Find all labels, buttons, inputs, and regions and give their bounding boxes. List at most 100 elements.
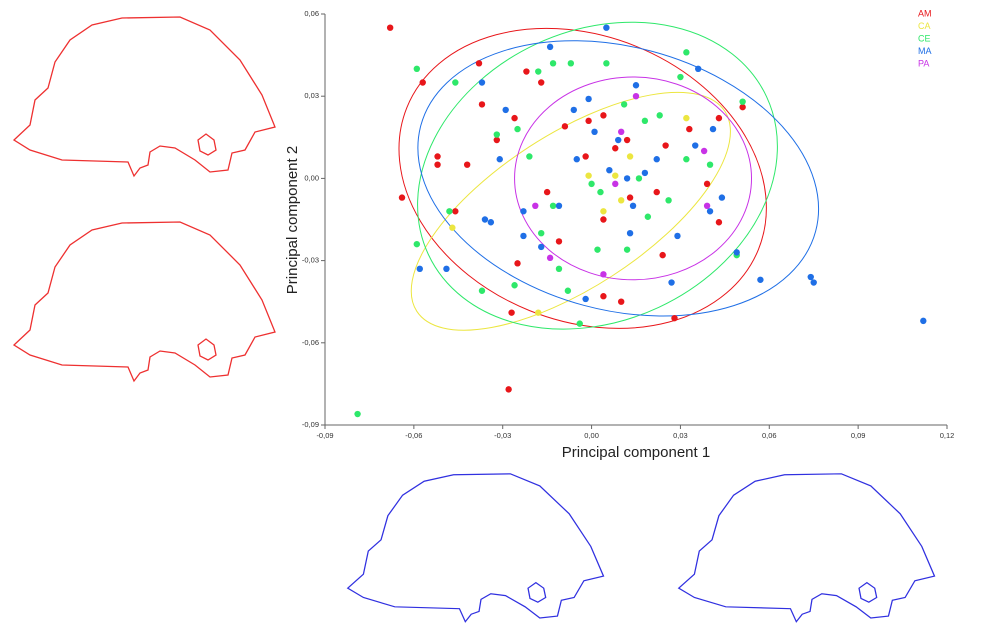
x-tick-label: 0,00	[584, 431, 599, 440]
point	[482, 216, 488, 222]
point	[739, 98, 745, 104]
x-axis-label: Principal component 1	[562, 444, 710, 461]
point	[624, 246, 630, 252]
point	[671, 315, 677, 321]
point	[520, 233, 526, 239]
confidence-ellipse	[387, 0, 850, 358]
figure: Principal component 1 Principal componen…	[0, 0, 999, 626]
point	[387, 25, 393, 31]
point	[535, 309, 541, 315]
point	[624, 175, 630, 181]
point	[494, 137, 500, 143]
point	[600, 271, 606, 277]
point	[464, 162, 470, 168]
point	[692, 142, 698, 148]
point	[479, 101, 485, 107]
point	[538, 230, 544, 236]
y-tick-label: 0,03	[304, 91, 319, 100]
point	[556, 238, 562, 244]
point	[734, 249, 740, 255]
point	[618, 129, 624, 135]
point	[668, 279, 674, 285]
point	[920, 318, 926, 324]
point	[420, 79, 426, 85]
point	[656, 112, 662, 118]
point	[600, 112, 606, 118]
point	[739, 104, 745, 110]
point	[719, 194, 725, 200]
x-tick-label: 0,09	[851, 431, 866, 440]
point	[532, 203, 538, 209]
legend-label: PA	[918, 58, 929, 68]
point	[574, 156, 580, 162]
point	[597, 189, 603, 195]
confidence-ellipse	[515, 77, 752, 280]
point	[479, 288, 485, 294]
point	[603, 60, 609, 66]
point	[654, 189, 660, 195]
point	[683, 49, 689, 55]
point	[434, 162, 440, 168]
point	[556, 266, 562, 272]
point	[514, 126, 520, 132]
y-tick-label: 0,06	[304, 9, 319, 18]
point	[716, 219, 722, 225]
point	[654, 156, 660, 162]
point	[508, 309, 514, 315]
point	[449, 225, 455, 231]
point	[354, 411, 360, 417]
point	[452, 208, 458, 214]
x-tick-label: 0,03	[673, 431, 688, 440]
point	[665, 197, 671, 203]
point	[446, 208, 452, 214]
point	[538, 244, 544, 250]
point	[588, 181, 594, 187]
point	[511, 115, 517, 121]
point	[704, 203, 710, 209]
point	[757, 277, 763, 283]
point	[568, 60, 574, 66]
shape-outline	[14, 222, 275, 381]
point	[662, 142, 668, 148]
point	[414, 66, 420, 72]
point	[535, 68, 541, 74]
point	[624, 137, 630, 143]
point	[704, 181, 710, 187]
legend-label: AM	[918, 8, 932, 18]
point	[577, 320, 583, 326]
point	[683, 115, 689, 121]
shape-outline	[14, 17, 275, 176]
point	[497, 156, 503, 162]
point	[701, 148, 707, 154]
x-tick-label: -0,03	[494, 431, 511, 440]
point	[544, 189, 550, 195]
point	[659, 252, 665, 258]
x-tick-label: -0,09	[316, 431, 333, 440]
point	[488, 219, 494, 225]
point	[633, 93, 639, 99]
point	[627, 194, 633, 200]
point	[621, 101, 627, 107]
point	[642, 118, 648, 124]
point	[683, 156, 689, 162]
point	[562, 123, 568, 129]
point	[808, 274, 814, 280]
point	[505, 386, 511, 392]
point	[523, 68, 529, 74]
point	[414, 241, 420, 247]
point	[550, 60, 556, 66]
point	[811, 279, 817, 285]
point	[585, 172, 591, 178]
point	[627, 230, 633, 236]
point	[550, 203, 556, 209]
point	[618, 299, 624, 305]
point	[547, 44, 553, 50]
y-tick-label: -0,06	[302, 338, 319, 347]
point	[556, 203, 562, 209]
y-tick-label: -0,03	[302, 256, 319, 265]
point	[707, 162, 713, 168]
point	[633, 82, 639, 88]
point	[674, 233, 680, 239]
point	[538, 79, 544, 85]
x-tick-label: -0,06	[405, 431, 422, 440]
